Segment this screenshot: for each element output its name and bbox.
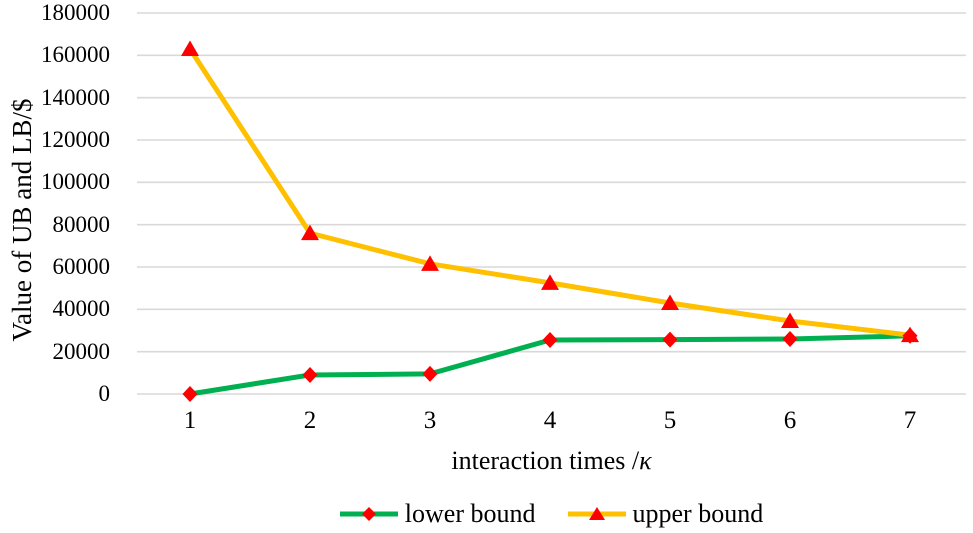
marker-diamond [542,332,558,349]
legend: lower bound upper bound [137,497,966,531]
x-tick-label: 1 [183,407,197,434]
y-tick-label: 0 [98,381,111,406]
legend-swatch-diamond-icon [339,507,398,521]
y-tick-label: 40000 [52,296,111,322]
marker-diamond [662,331,678,348]
marker-triangle [181,40,199,56]
y-tick-label: 80000 [52,211,111,237]
marker-diamond [782,330,798,347]
x-axis-title-text: interaction times / [451,446,640,475]
legend-item-upper-bound: upper bound [567,499,764,529]
marker-diamond [182,386,198,402]
marker-triangle [301,224,319,241]
y-tick-label: 120000 [41,127,110,152]
x-tick-label: 2 [303,407,317,434]
x-tick-label: 7 [903,407,917,434]
marker-triangle [901,326,919,343]
legend-label: upper bound [632,499,764,528]
x-tick-label: 3 [423,407,437,434]
y-tick-label: 180000 [41,0,110,25]
x-axis-title: interaction times /κ [137,444,966,478]
marker-diamond [422,365,438,382]
x-tick-label: 6 [783,407,797,434]
y-tick-label: 20000 [52,338,111,364]
marker-triangle [661,294,679,310]
legend-item-lower-bound: lower bound [339,499,536,529]
marker-triangle [541,274,559,290]
marker-triangle [781,312,799,328]
y-tick-label: 100000 [41,169,110,195]
marker-diamond [302,366,318,383]
legend-swatch-triangle-icon [567,507,626,520]
y-tick-label: 60000 [52,254,111,279]
y-tick-label: 140000 [41,84,110,110]
y-tick-label: 160000 [41,42,110,68]
legend-label: lower bound [404,499,536,528]
x-tick-label: 5 [663,407,677,434]
x-axis-title-kappa-symbol: κ [639,446,652,475]
series-line-upper-bound [187,46,913,338]
marker-triangle [421,255,439,271]
x-tick-label: 4 [543,407,557,434]
